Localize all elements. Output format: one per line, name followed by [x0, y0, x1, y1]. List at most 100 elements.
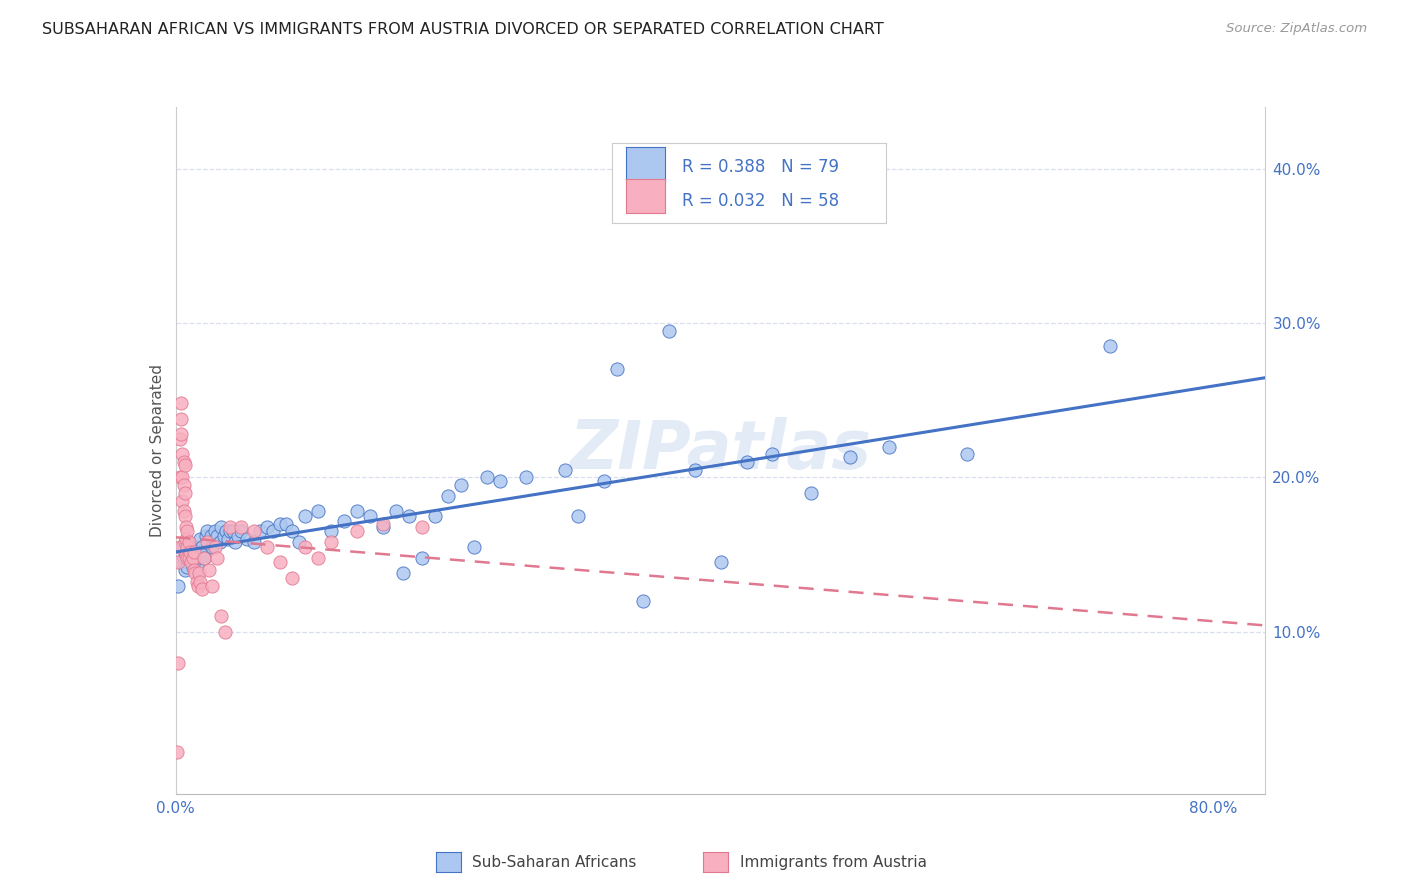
- Point: [174, 548, 197, 562]
- Text: ZIPatlas: ZIPatlas: [569, 417, 872, 483]
- Point: [173, 486, 195, 500]
- Point: [176, 540, 198, 554]
- Point: [176, 560, 198, 574]
- Point: [198, 563, 221, 577]
- Point: [207, 529, 229, 543]
- Point: [186, 575, 208, 590]
- Point: [170, 412, 193, 426]
- Point: [169, 540, 191, 554]
- Point: [229, 524, 252, 539]
- Point: [172, 540, 194, 554]
- Point: [208, 535, 231, 549]
- Point: [193, 550, 215, 565]
- Point: [169, 470, 191, 484]
- Point: [877, 440, 900, 454]
- Point: [554, 463, 576, 477]
- Y-axis label: Divorced or Separated: Divorced or Separated: [149, 364, 165, 537]
- Point: [169, 432, 191, 446]
- Point: [166, 745, 188, 759]
- Point: [167, 578, 190, 592]
- Point: [190, 582, 212, 596]
- Point: [180, 544, 202, 558]
- Point: [219, 520, 242, 534]
- Point: [190, 575, 212, 590]
- Point: [177, 550, 200, 565]
- Point: [167, 555, 190, 569]
- Point: [197, 535, 219, 549]
- Point: [346, 504, 368, 518]
- Point: [288, 535, 311, 549]
- Point: [226, 529, 249, 543]
- Text: Immigrants from Austria: Immigrants from Austria: [740, 855, 927, 870]
- Point: [489, 474, 512, 488]
- Point: [200, 529, 222, 543]
- Point: [177, 535, 200, 549]
- Point: [385, 504, 408, 518]
- Point: [373, 520, 395, 534]
- Text: Sub-Saharan Africans: Sub-Saharan Africans: [472, 855, 637, 870]
- Point: [242, 535, 264, 549]
- Point: [373, 516, 395, 531]
- Point: [567, 509, 589, 524]
- Point: [592, 474, 614, 488]
- Point: [173, 535, 195, 549]
- Point: [631, 594, 654, 608]
- Point: [281, 571, 304, 585]
- Point: [188, 566, 211, 581]
- Point: [411, 520, 433, 534]
- Point: [391, 566, 413, 581]
- Point: [307, 504, 329, 518]
- Point: [183, 555, 205, 569]
- Point: [181, 550, 204, 565]
- Point: [359, 509, 381, 524]
- Point: [187, 550, 209, 565]
- Point: [174, 548, 197, 562]
- Point: [346, 524, 368, 539]
- Point: [425, 509, 447, 524]
- Point: [180, 555, 202, 569]
- Point: [398, 509, 420, 524]
- Point: [174, 532, 197, 546]
- Point: [212, 529, 235, 543]
- Point: [179, 544, 201, 558]
- Point: [190, 540, 212, 554]
- Point: [515, 470, 537, 484]
- Point: [411, 550, 433, 565]
- Point: [249, 524, 271, 539]
- Point: [167, 656, 190, 670]
- Point: [281, 524, 304, 539]
- Point: [222, 524, 245, 539]
- Point: [217, 532, 239, 546]
- Point: [176, 550, 198, 565]
- Point: [224, 535, 246, 549]
- Point: [173, 563, 195, 577]
- Point: [204, 540, 226, 554]
- Point: [183, 563, 205, 577]
- Point: [1098, 339, 1121, 353]
- Text: SUBSAHARAN AFRICAN VS IMMIGRANTS FROM AUSTRIA DIVORCED OR SEPARATED CORRELATION : SUBSAHARAN AFRICAN VS IMMIGRANTS FROM AU…: [42, 22, 884, 37]
- Point: [194, 529, 217, 543]
- Point: [229, 520, 252, 534]
- Point: [195, 535, 218, 549]
- Point: [195, 524, 218, 539]
- Point: [269, 516, 291, 531]
- Point: [606, 362, 628, 376]
- Point: [463, 540, 485, 554]
- Point: [333, 514, 356, 528]
- Point: [173, 455, 195, 469]
- Point: [956, 447, 979, 461]
- Point: [321, 535, 343, 549]
- Point: [179, 550, 201, 565]
- Point: [177, 540, 200, 554]
- Point: [186, 558, 208, 573]
- Point: [173, 504, 195, 518]
- Point: [187, 578, 209, 592]
- Point: [450, 478, 472, 492]
- Point: [236, 532, 259, 546]
- Point: [262, 524, 284, 539]
- Point: [683, 463, 706, 477]
- Text: Source: ZipAtlas.com: Source: ZipAtlas.com: [1226, 22, 1367, 36]
- Point: [294, 540, 316, 554]
- Point: [735, 455, 758, 469]
- Point: [190, 532, 212, 546]
